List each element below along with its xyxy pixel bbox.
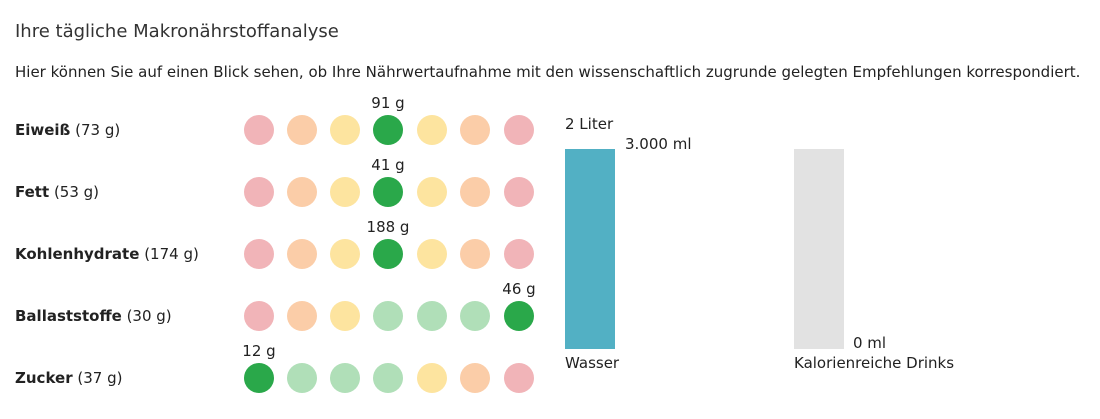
rating-dot xyxy=(417,115,447,145)
rating-dot xyxy=(460,177,490,207)
nutrient-name: Kohlenhydrate xyxy=(15,245,140,263)
rating-dot xyxy=(504,177,534,207)
rating-dot xyxy=(373,177,403,207)
rating-dot xyxy=(330,115,360,145)
nutrient-name: Zucker xyxy=(15,369,73,387)
rating-dot xyxy=(373,239,403,269)
nutrient-amount: 41 g xyxy=(371,156,405,174)
caloric-drinks-label: Kalorienreiche Drinks xyxy=(794,354,955,372)
rating-dot xyxy=(244,239,274,269)
rating-dot xyxy=(330,239,360,269)
nutrient-label: Ballaststoffe (30 g) xyxy=(15,306,172,326)
nutrient-target: (73 g) xyxy=(75,121,121,139)
page-title: Ihre tägliche Makronährstoffanalyse xyxy=(15,21,339,42)
rating-dot xyxy=(417,239,447,269)
nutrient-name: Eiweiß xyxy=(15,121,71,139)
rating-dot xyxy=(330,177,360,207)
nutrient-target: (30 g) xyxy=(126,307,172,325)
nutrient-target: (37 g) xyxy=(77,369,123,387)
nutrient-target: (53 g) xyxy=(53,183,100,201)
rating-dot xyxy=(287,363,317,393)
page-description: Hier können Sie auf einen Blick sehen, o… xyxy=(15,63,1081,81)
water-label: Wasser xyxy=(565,354,620,372)
rating-dot xyxy=(287,177,317,207)
nutrient-label: Fett (53 g) xyxy=(15,182,99,202)
nutrient-amount: 46 g xyxy=(502,280,536,298)
rating-dot xyxy=(504,301,534,331)
rating-dot xyxy=(244,177,274,207)
water-bar xyxy=(565,149,615,349)
nutrient-name: Ballaststoffe xyxy=(15,307,122,325)
rating-dot xyxy=(244,363,274,393)
rating-dot xyxy=(417,177,447,207)
nutrient-amount: 91 g xyxy=(371,94,405,112)
rating-dot xyxy=(460,115,490,145)
rating-dot xyxy=(244,301,274,331)
rating-dot xyxy=(504,363,534,393)
nutrient-target: (174 g) xyxy=(144,245,199,263)
water-target-label: 2 Liter xyxy=(565,115,614,133)
rating-dot xyxy=(417,301,447,331)
rating-dot xyxy=(373,363,403,393)
rating-dot xyxy=(244,115,274,145)
nutrient-label: Eiweiß (73 g) xyxy=(15,120,120,140)
rating-dot xyxy=(504,239,534,269)
rating-dot xyxy=(373,301,403,331)
rating-dot xyxy=(460,301,490,331)
rating-dot xyxy=(287,115,317,145)
rating-dot xyxy=(504,115,534,145)
rating-dot xyxy=(330,363,360,393)
caloric-drinks-value: 0 ml xyxy=(853,334,887,352)
rating-dot xyxy=(287,239,317,269)
caloric-drinks-bar xyxy=(794,149,844,349)
rating-dot xyxy=(417,363,447,393)
rating-dot xyxy=(330,301,360,331)
nutrient-label: Kohlenhydrate (174 g) xyxy=(15,244,199,264)
nutrient-label: Zucker (37 g) xyxy=(15,368,122,388)
water-value: 3.000 ml xyxy=(625,135,692,153)
rating-dot xyxy=(460,239,490,269)
rating-dot xyxy=(287,301,317,331)
rating-dot xyxy=(373,115,403,145)
nutrient-amount: 12 g xyxy=(242,342,276,360)
nutrient-amount: 188 g xyxy=(366,218,410,236)
nutrient-name: Fett xyxy=(15,183,50,201)
rating-dot xyxy=(460,363,490,393)
